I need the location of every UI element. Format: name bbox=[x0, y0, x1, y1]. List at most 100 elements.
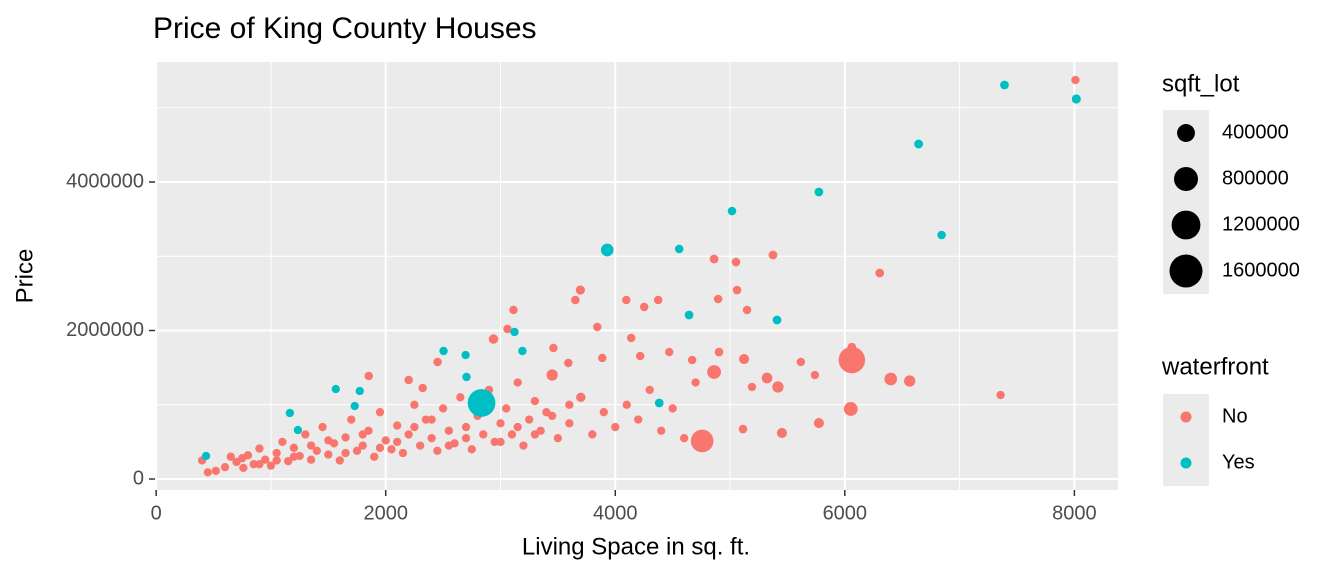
point bbox=[444, 426, 453, 435]
point bbox=[461, 434, 471, 443]
point bbox=[645, 385, 654, 395]
point bbox=[306, 441, 316, 450]
legend-size-key bbox=[1177, 124, 1195, 142]
point bbox=[904, 375, 916, 387]
point bbox=[687, 355, 697, 365]
point bbox=[600, 243, 614, 257]
point bbox=[272, 448, 281, 458]
point bbox=[283, 457, 293, 466]
point bbox=[914, 139, 924, 149]
point bbox=[439, 346, 448, 356]
point bbox=[421, 415, 431, 424]
point bbox=[588, 430, 597, 439]
point bbox=[278, 437, 287, 447]
point bbox=[410, 422, 419, 432]
point bbox=[772, 315, 782, 325]
point bbox=[496, 419, 505, 428]
point bbox=[639, 302, 649, 312]
point bbox=[813, 417, 824, 429]
point bbox=[626, 333, 636, 343]
point bbox=[226, 452, 235, 461]
point bbox=[768, 250, 778, 260]
point bbox=[375, 443, 385, 452]
point bbox=[611, 422, 620, 432]
legend-label: 400000 bbox=[1222, 121, 1289, 143]
point bbox=[691, 378, 700, 387]
point bbox=[364, 371, 373, 381]
point bbox=[622, 400, 631, 409]
point bbox=[875, 268, 885, 278]
point bbox=[653, 295, 663, 305]
point bbox=[714, 347, 724, 357]
point bbox=[461, 350, 470, 360]
point bbox=[410, 400, 419, 409]
point bbox=[518, 346, 527, 356]
point bbox=[393, 437, 402, 447]
point bbox=[937, 230, 946, 240]
point bbox=[398, 448, 408, 458]
point bbox=[427, 415, 436, 424]
point bbox=[707, 365, 722, 379]
color-legend-title: waterfront bbox=[1161, 353, 1269, 380]
point bbox=[211, 466, 220, 475]
point bbox=[387, 445, 396, 454]
point bbox=[713, 294, 723, 304]
x-tick-label: 6000 bbox=[823, 502, 868, 524]
point bbox=[238, 454, 247, 463]
point bbox=[571, 295, 580, 305]
y-tick-label: 4000000 bbox=[66, 170, 144, 192]
point bbox=[576, 392, 586, 403]
point bbox=[285, 408, 295, 418]
legend: 400000 800000 1200000 1600000 No Yes bbox=[1163, 110, 1300, 486]
point bbox=[565, 419, 574, 428]
point bbox=[684, 310, 694, 320]
point bbox=[335, 456, 344, 465]
point bbox=[747, 382, 757, 392]
point bbox=[884, 372, 898, 386]
axes: 0 2000 4000 6000 8000 0 2000000 4000000 bbox=[66, 170, 1097, 524]
point bbox=[654, 398, 664, 408]
point bbox=[814, 187, 824, 197]
point bbox=[502, 404, 511, 413]
point bbox=[266, 461, 276, 470]
point bbox=[996, 390, 1005, 400]
legend-label: Yes bbox=[1222, 451, 1255, 473]
point bbox=[731, 257, 741, 267]
point bbox=[690, 429, 714, 453]
point bbox=[742, 305, 752, 315]
point bbox=[293, 425, 303, 435]
legend-label: 1600000 bbox=[1222, 259, 1300, 281]
point bbox=[509, 305, 518, 315]
point bbox=[415, 441, 425, 450]
point bbox=[306, 455, 316, 464]
point bbox=[776, 427, 787, 439]
point bbox=[479, 430, 488, 439]
point bbox=[347, 415, 356, 424]
point bbox=[634, 415, 643, 424]
point bbox=[358, 441, 367, 450]
point bbox=[467, 445, 476, 454]
x-axis-label: Living Space in sq. ft. bbox=[522, 533, 750, 560]
point bbox=[503, 324, 512, 334]
point bbox=[513, 378, 522, 387]
point bbox=[352, 446, 362, 455]
point bbox=[289, 452, 299, 461]
x-tick-label: 2000 bbox=[363, 502, 408, 524]
point bbox=[355, 386, 364, 396]
point bbox=[201, 451, 211, 461]
point bbox=[312, 446, 321, 455]
point bbox=[796, 357, 806, 367]
point bbox=[665, 347, 674, 357]
point bbox=[341, 433, 350, 442]
point bbox=[674, 244, 684, 254]
point bbox=[488, 334, 499, 344]
point bbox=[513, 422, 522, 432]
point bbox=[324, 450, 333, 459]
point bbox=[838, 346, 866, 374]
point bbox=[272, 456, 281, 465]
point bbox=[738, 353, 750, 365]
point bbox=[772, 381, 784, 393]
point bbox=[261, 455, 270, 464]
point bbox=[843, 402, 858, 416]
